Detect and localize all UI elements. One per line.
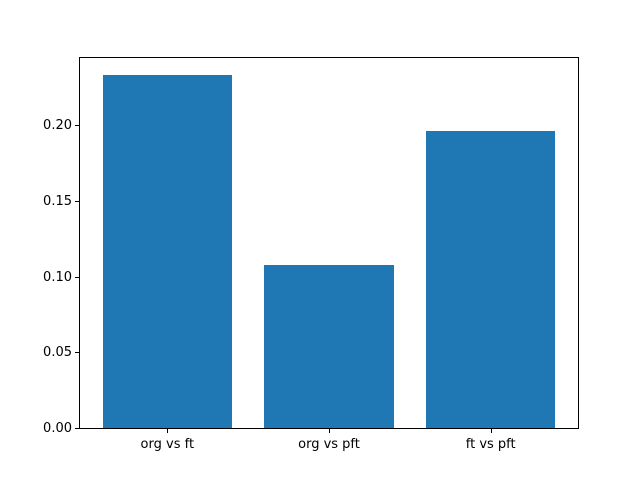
x-tick-mark — [167, 429, 169, 433]
plot-area — [79, 57, 579, 429]
x-tick-label: org vs pft — [298, 437, 360, 452]
bar-org-vs-ft — [102, 75, 232, 428]
y-tick-label: 0.15 — [43, 194, 72, 209]
y-tick-label: 0.05 — [43, 345, 72, 361]
x-tick-label: ft vs pft — [465, 437, 516, 452]
x-tick-label: org vs ft — [140, 437, 195, 452]
y-tick-mark — [75, 352, 79, 354]
y-tick-mark — [75, 276, 79, 278]
y-tick-mark — [75, 125, 79, 127]
y-tick-mark — [75, 428, 79, 429]
bar-ft-vs-pft — [426, 131, 556, 428]
y-tick-mark — [75, 201, 79, 202]
bar-org-vs-pft — [264, 264, 394, 428]
x-tick-mark — [329, 429, 330, 433]
x-tick-mark — [490, 429, 492, 433]
y-tick-label: 0.20 — [43, 118, 72, 134]
y-tick-label: 0.10 — [43, 269, 72, 285]
y-tick-label: 0.00 — [43, 421, 72, 436]
